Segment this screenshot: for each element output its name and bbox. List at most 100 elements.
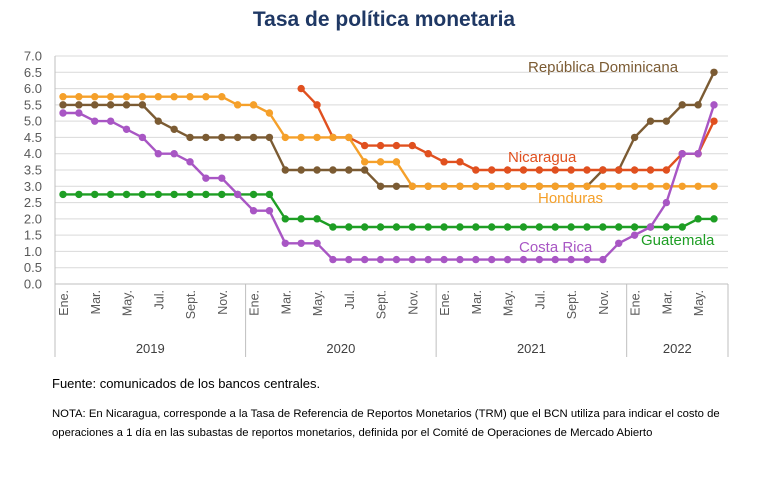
data-point [360, 223, 369, 231]
y-tick-label: 5.0 [24, 114, 42, 129]
x-tick-label: Ene. [629, 290, 643, 316]
data-point [392, 182, 401, 190]
data-point [408, 182, 417, 190]
data-point [392, 158, 401, 166]
data-point [551, 166, 559, 174]
data-point [218, 190, 226, 199]
data-point [376, 141, 385, 150]
x-axis: Ene. Mar. May. Jul. Sept. Nov. Ene. Mar. May. Jul… [55, 283, 729, 357]
data-point [583, 255, 591, 264]
data-point [376, 182, 385, 190]
data-point [535, 223, 544, 231]
data-point [233, 133, 242, 142]
data-point [710, 182, 718, 190]
data-point [75, 101, 83, 109]
data-point [122, 190, 131, 199]
data-point [694, 215, 702, 223]
data-point [202, 174, 210, 182]
data-point [583, 182, 591, 190]
data-point [170, 125, 178, 133]
data-point [630, 166, 639, 174]
data-point [218, 174, 226, 182]
data-point [630, 231, 639, 239]
data-point [503, 255, 512, 264]
data-point [297, 239, 305, 247]
data-point [329, 166, 337, 174]
data-point [599, 166, 607, 174]
data-point [75, 93, 83, 101]
data-point [297, 166, 305, 174]
data-point [662, 117, 671, 125]
data-point [694, 101, 702, 109]
data-point [297, 84, 305, 93]
y-tick-label: 2.0 [24, 211, 42, 226]
data-point [615, 182, 623, 190]
data-point [503, 182, 512, 190]
data-point [170, 93, 178, 101]
data-point [202, 93, 210, 101]
data-point [154, 93, 162, 101]
data-point [440, 158, 448, 166]
data-point [710, 101, 718, 109]
data-point [630, 182, 639, 190]
data-point [424, 255, 432, 264]
data-point [329, 255, 337, 264]
data-point [472, 182, 480, 190]
data-point [138, 101, 147, 109]
data-point [360, 166, 369, 174]
data-point [360, 141, 369, 150]
series-guatemala [59, 190, 718, 231]
x-tick-label: May. [121, 290, 135, 316]
data-point [678, 150, 686, 158]
y-tick-label: 6.0 [24, 81, 42, 96]
x-tick-label: Nov. [597, 290, 611, 315]
footnote: NOTA: En Nicaragua, corresponde a la Tas… [52, 408, 720, 439]
data-point [599, 255, 607, 264]
data-point [710, 215, 718, 223]
data-point [106, 190, 115, 199]
data-point [646, 223, 655, 231]
x-tick-label: May. [311, 290, 325, 316]
data-point [615, 166, 623, 174]
data-point [630, 223, 639, 231]
x-tick-label: Mar. [279, 290, 293, 314]
x-tick-label: Jul. [343, 290, 357, 309]
data-point [408, 223, 417, 231]
data-point [599, 182, 607, 190]
series-label: Costa Rica [519, 239, 593, 256]
data-point [154, 117, 162, 125]
data-point [503, 223, 512, 231]
data-point [233, 190, 242, 199]
data-point [186, 133, 194, 142]
data-point [567, 255, 575, 264]
data-point [678, 223, 686, 231]
y-tick-label: 5.5 [24, 97, 42, 112]
data-point [265, 207, 274, 215]
data-point [265, 133, 274, 142]
data-point [249, 133, 258, 142]
data-point [678, 101, 686, 109]
data-point [281, 166, 289, 174]
data-point [535, 255, 544, 264]
x-tick-label: Ene. [57, 290, 71, 316]
data-point [345, 223, 353, 231]
x-tick-label: May. [502, 290, 516, 316]
data-point [424, 150, 432, 158]
y-tick-label: 3.5 [24, 163, 42, 178]
data-point [138, 133, 147, 142]
data-point [583, 166, 591, 174]
data-point [297, 133, 305, 142]
data-point [313, 101, 321, 109]
data-point [360, 158, 369, 166]
series-costa-rica [59, 101, 718, 264]
data-point [424, 182, 432, 190]
data-point [281, 239, 289, 247]
data-point [122, 93, 131, 101]
data-point [170, 190, 178, 199]
data-point [551, 182, 559, 190]
y-tick-label: 7.0 [24, 49, 42, 64]
data-point [106, 93, 115, 101]
data-point [202, 133, 210, 142]
data-point [313, 166, 321, 174]
y-tick-label: 0.5 [24, 260, 42, 275]
